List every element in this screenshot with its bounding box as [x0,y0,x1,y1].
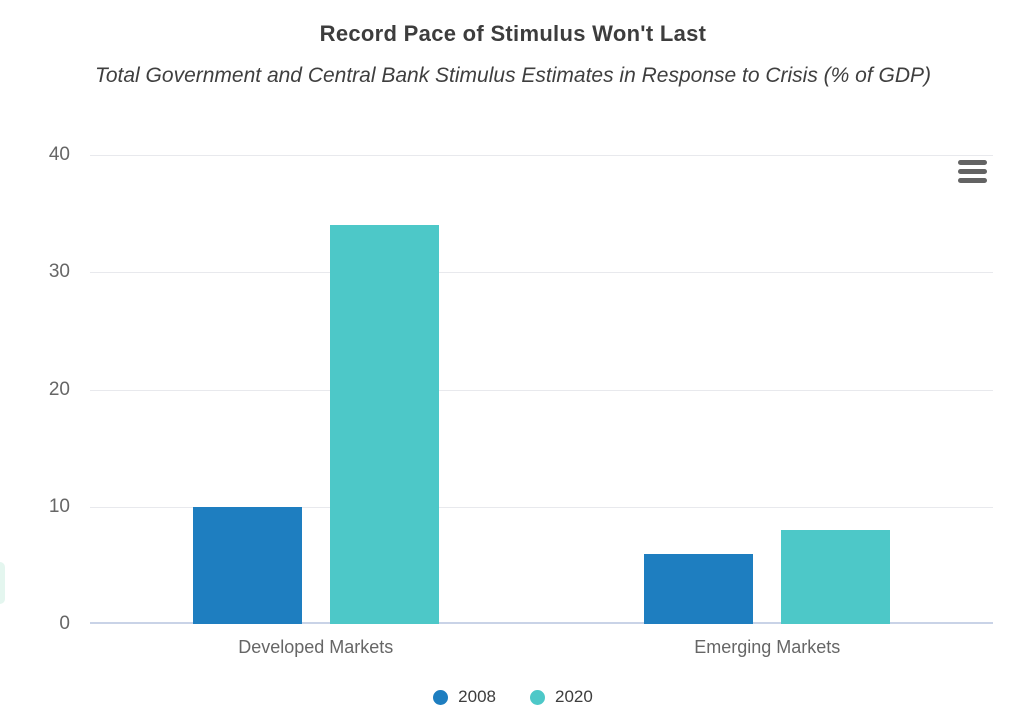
chart-title: Record Pace of Stimulus Won't Last [319,21,707,46]
x-axis-line [90,622,993,624]
y-tick-label: 0 [59,613,70,634]
bar-2020-developed-markets[interactable] [329,225,439,624]
legend: 2008 2020 [0,687,1026,707]
hamburger-icon [957,168,987,174]
bar-2008-developed-markets[interactable] [192,506,302,624]
legend-label: 2008 [458,687,496,706]
x-category-label-emerging-markets: Emerging Markets [694,637,841,657]
y-tick-label: 10 [48,495,70,517]
y-tick-label: 30 [48,261,70,283]
chart-context-menu-button[interactable] [952,154,992,188]
gridline [90,506,993,508]
gridline [90,389,993,391]
bar-2008-emerging-markets[interactable] [644,553,754,624]
legend-marker-icon [530,689,545,705]
plot-area [90,155,993,624]
hamburger-icon [957,159,987,165]
y-tick-label: 20 [48,378,70,400]
chart-subtitle: Total Government and Central Bank Stimul… [94,64,932,87]
hamburger-icon [957,177,987,183]
legend-item-2020[interactable]: 2020 [530,687,593,707]
gridline [90,155,993,156]
left-edge-artifact [0,562,5,604]
y-tick-label: 40 [48,144,70,165]
legend-marker-icon [433,689,449,705]
legend-label: 2020 [555,687,593,706]
gridline [90,272,993,274]
bar-2020-emerging-markets[interactable] [781,530,891,624]
legend-item-2008[interactable]: 2008 [433,687,496,707]
x-category-label-developed-markets: Developed Markets [238,637,394,657]
